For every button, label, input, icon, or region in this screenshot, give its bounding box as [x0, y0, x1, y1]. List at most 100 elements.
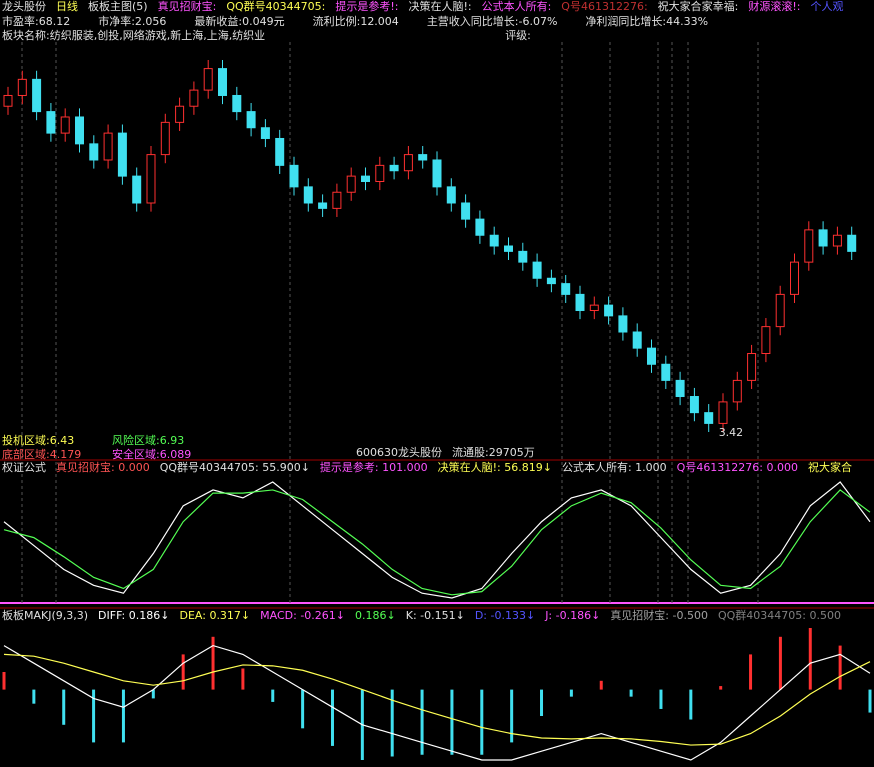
header-item: 提示是参考: 101.000 [319, 461, 428, 474]
candle-body [689, 396, 699, 414]
zone-label: 投机区域:6.43 [2, 434, 75, 447]
header-item: 真见招财宝: [157, 0, 217, 13]
header-item: 财源滚滚!: [748, 0, 801, 13]
header-item: 公式本人所有: 1.000 [561, 461, 667, 474]
candle-body [604, 304, 614, 317]
candle-body [418, 154, 428, 161]
candle-body [260, 127, 270, 139]
header-item: 龙头股份 [2, 0, 46, 13]
candle-body [661, 363, 671, 381]
candle-body [632, 331, 642, 349]
float-shares: 流通股:29705万 [452, 446, 535, 459]
header-item: QQ群号40344705: 55.900↓ [159, 461, 310, 474]
header-row: 市盈率:68.12 市净率:2.056 最新收益:0.049元 流利比例:12.004… [2, 15, 708, 28]
candle-body [804, 229, 814, 263]
candle-body [518, 250, 528, 263]
candle-body [618, 315, 628, 333]
candle-body [475, 218, 485, 236]
candle-body [818, 229, 828, 247]
zone-label: 安全区域:6.089 [112, 448, 192, 461]
header-item: MACD: -0.261↓ [260, 609, 346, 622]
candle-body [32, 78, 42, 113]
candle-body [332, 191, 342, 209]
header-item: 板板MAKJ(9,3,3) [2, 609, 89, 622]
zone-label: 风险区域:6.93 [112, 434, 185, 447]
candle-body [75, 116, 84, 145]
panel-title: 板板MAKJ(9,3,3) DIFF: 0.186↓ DEA: 0.317↓ MACD… [2, 609, 841, 622]
header-item: 决策在人脑!: [408, 0, 472, 13]
header-item: D: -0.133↓ [474, 609, 536, 622]
header-item: 日线 [56, 0, 78, 13]
header-item: J: -0.186↓ [545, 609, 601, 622]
zone-label: 底部区域:4.179 [2, 448, 82, 461]
header-item: 决策在人脑!: 56.819↓ [437, 461, 552, 474]
header-item: K: -0.151↓ [405, 609, 465, 622]
indicator-line [3, 489, 871, 596]
header-item: 市净率:2.056 [98, 15, 167, 28]
header-row: 板块名称:纺织服装,创投,网络游戏,新上海,上海,纺织业 评级: [2, 29, 531, 42]
candle-body [132, 175, 142, 204]
header-item: 提示是参考!: [335, 0, 399, 13]
candle-body [732, 379, 742, 403]
candle-body [103, 132, 113, 161]
candle-body [575, 293, 585, 312]
header-item: 最新收益:0.049元 [194, 15, 285, 28]
indicator-line [3, 644, 871, 761]
header-item: DEA: 0.317↓ [179, 609, 251, 622]
candle-body [232, 94, 242, 113]
candle-body [389, 164, 399, 172]
header-item: 市盈率:68.12 [2, 15, 71, 28]
candle-body [46, 111, 56, 134]
header-item: 净利润同比增长:44.33% [585, 15, 709, 28]
candle-body [289, 164, 299, 188]
candle-body [461, 202, 471, 220]
candle-body [790, 261, 799, 295]
header-item: Q号461312276: [561, 0, 648, 13]
candle-body [246, 111, 256, 129]
header-item: 评级: [505, 29, 531, 42]
header-item: 板板主图(5) [88, 0, 148, 13]
candle-body [203, 68, 213, 91]
candle-body [318, 202, 328, 209]
candle-body [175, 105, 185, 123]
candle-body [561, 283, 571, 295]
header-item: 流利比例:12.004 [312, 15, 399, 28]
panel-title: 权证公式 真见招财宝: 0.000 QQ群号40344705: 55.900↓ 提示是… [2, 461, 852, 474]
header-item: 个人观 [810, 0, 844, 13]
indicator-line [3, 481, 871, 599]
candle-body [432, 159, 442, 188]
candle-body [546, 277, 556, 285]
header-item: 0.186↓ [355, 609, 396, 622]
header-item: DIFF: 0.186↓ [98, 609, 170, 622]
candle-body [675, 379, 685, 398]
candle-body [704, 412, 714, 424]
candle-body [504, 245, 513, 252]
candle-body [346, 175, 356, 193]
candle-body [89, 143, 99, 161]
candle-body [647, 347, 656, 365]
header-item: Q号461312276: 0.000 [676, 461, 798, 474]
candle-body [589, 304, 599, 312]
candle-body [747, 353, 757, 381]
candle-body [532, 261, 542, 279]
candle-body [446, 186, 456, 204]
header-item: 真见招财宝: 0.000 [56, 461, 150, 474]
indicator-line [3, 653, 871, 746]
stock-code: 600630龙头股份 [356, 446, 442, 459]
candle-body [361, 175, 370, 182]
candle-body [189, 89, 199, 107]
header-item: QQ群号40344705: [226, 0, 326, 13]
header-row: 龙头股份 日线 板板主图(5) 真见招财宝: QQ群号40344705: 提示是参考!: 决… [2, 0, 844, 13]
candle-body [117, 132, 127, 177]
header-item: 板块名称:纺织服装,创投,网络游戏,新上海,上海,纺织业 [2, 29, 266, 42]
candle-body [3, 94, 13, 107]
candle-body [775, 293, 785, 328]
header-item: 主营收入同比增长:-6.07% [426, 15, 558, 28]
candle-body [218, 68, 227, 96]
candle-body [17, 78, 27, 96]
header-item: 祝大家合家幸福: [657, 0, 739, 13]
candle-body [718, 401, 728, 424]
candle-body [761, 326, 771, 355]
